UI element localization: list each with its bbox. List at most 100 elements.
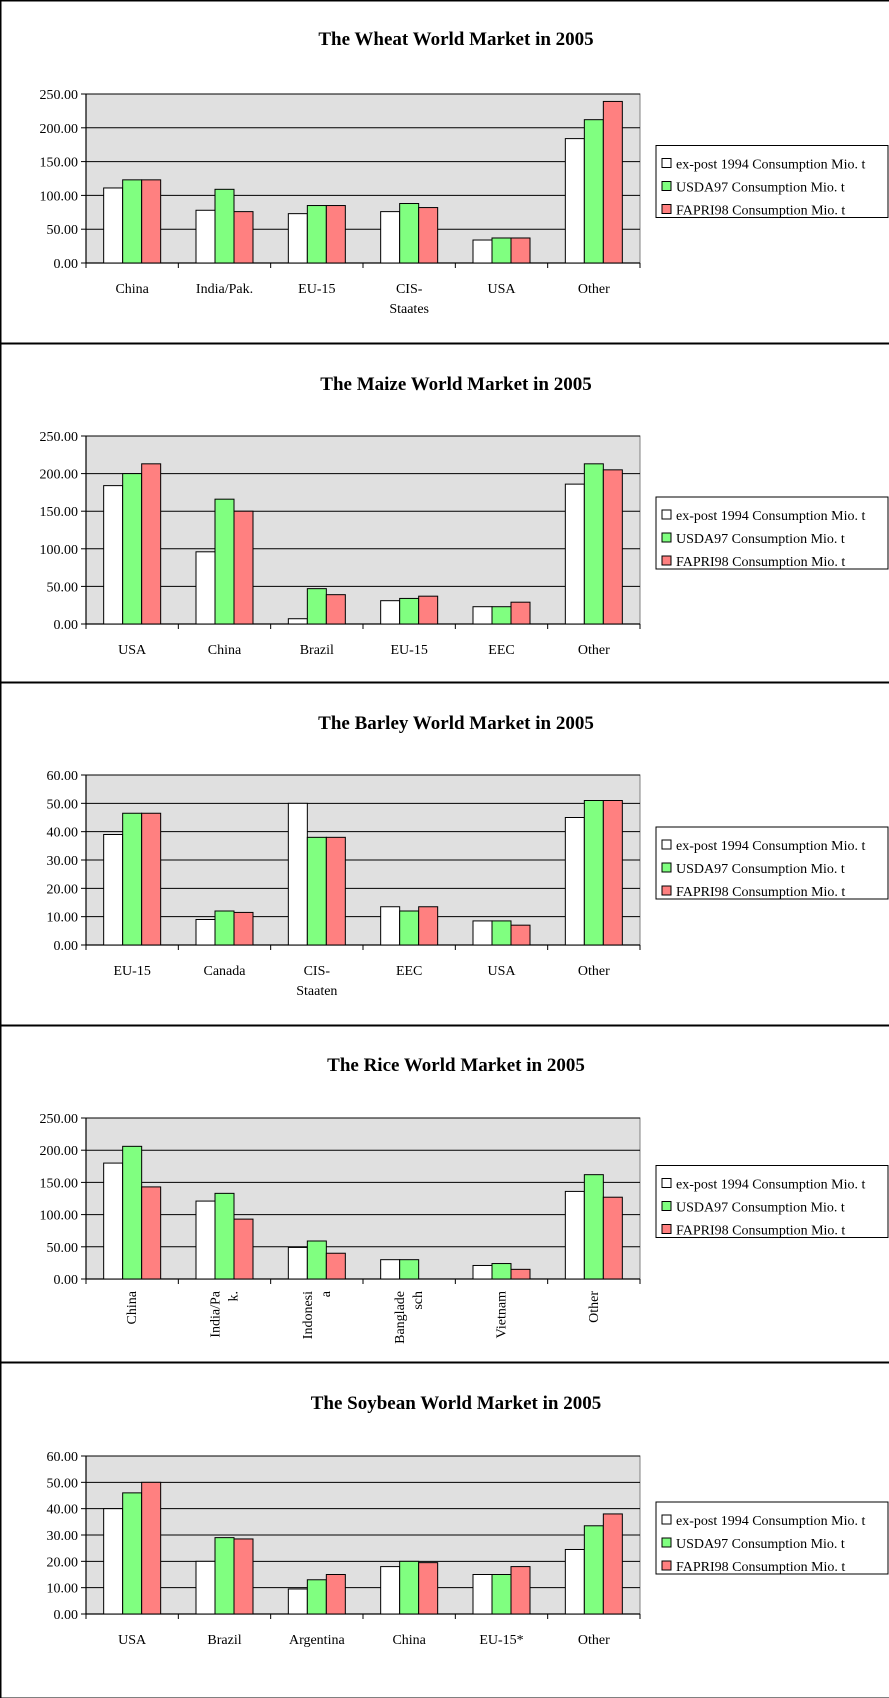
chart-title: The Rice World Market in 2005 — [327, 1055, 585, 1076]
bar — [399, 1259, 420, 1280]
bar — [287, 213, 308, 264]
bar — [103, 1162, 124, 1280]
legend-label: ex-post 1994 Consumption Mio. t — [676, 509, 866, 524]
y-tick-label: 250.00 — [40, 430, 79, 445]
bar — [287, 802, 308, 946]
bar — [564, 1190, 585, 1280]
bar — [306, 1579, 327, 1615]
legend-swatch — [661, 532, 672, 543]
category-label: EU-15 — [298, 282, 335, 297]
legend-label: ex-post 1994 Consumption Mio. t — [676, 1514, 866, 1529]
legend-label: FAPRI98 Consumption Mio. t — [676, 885, 845, 900]
panel-frame — [0, 1361, 889, 1698]
bar — [399, 203, 420, 264]
y-tick-label: 50.00 — [47, 1476, 79, 1491]
legend-label: USDA97 Consumption Mio. t — [676, 1201, 845, 1216]
bar — [141, 812, 162, 946]
bar — [306, 588, 327, 625]
y-tick-label: 0.00 — [54, 618, 79, 633]
legend-swatch — [661, 204, 672, 214]
y-tick-label: 40.00 — [47, 1503, 79, 1518]
bar — [418, 595, 439, 625]
bar — [583, 1525, 604, 1615]
legend-label: USDA97 Consumption Mio. t — [676, 862, 845, 877]
chart-panel: The Wheat World Market in 2005 0.00 50.00 1… — [0, 0, 889, 345]
bar — [380, 1566, 401, 1615]
category-label: EEC — [488, 643, 514, 658]
bar — [472, 1574, 493, 1615]
legend-label: USDA97 Consumption Mio. t — [676, 532, 845, 547]
y-tick-label: 200.00 — [40, 122, 79, 137]
category-label: Other — [578, 282, 610, 297]
category-label: EU-15* — [479, 1633, 523, 1648]
plot-area — [85, 1117, 641, 1280]
category-label: USA — [118, 643, 147, 658]
y-tick-label: 20.00 — [47, 1555, 79, 1570]
bar — [195, 919, 216, 946]
plot-area — [85, 435, 641, 625]
bar — [233, 211, 254, 264]
category-label: Canada — [204, 964, 247, 979]
bar — [214, 188, 235, 264]
legend-swatch — [661, 1514, 672, 1525]
legend-label: FAPRI98 Consumption Mio. t — [676, 1560, 845, 1575]
category-label: Indonesi a — [301, 1290, 334, 1339]
y-tick-label: 50.00 — [47, 1241, 79, 1256]
bar — [122, 1145, 143, 1280]
legend-swatch — [661, 1178, 672, 1188]
bar — [195, 551, 216, 625]
bar — [380, 906, 401, 946]
y-tick-label: 0.00 — [54, 1608, 79, 1623]
bar — [325, 1252, 346, 1280]
bar — [380, 1259, 401, 1280]
bar — [122, 812, 143, 946]
bar — [602, 800, 623, 946]
bar — [141, 463, 162, 625]
legend-label: FAPRI98 Consumption Mio. t — [676, 555, 845, 570]
bar — [510, 1566, 531, 1615]
y-tick-label: 10.00 — [47, 1582, 79, 1597]
bar — [418, 1562, 439, 1615]
legend-label: FAPRI98 Consumption Mio. t — [676, 1224, 845, 1239]
legend-label: USDA97 Consumption Mio. t — [676, 181, 845, 196]
legend — [655, 1165, 889, 1238]
bar — [325, 205, 346, 264]
bar — [287, 1246, 308, 1280]
category-label: Banglade sch — [393, 1291, 426, 1344]
bar — [510, 237, 531, 264]
bar — [195, 1200, 216, 1280]
y-tick-label: 0.00 — [54, 257, 79, 272]
bar — [122, 179, 143, 264]
legend-swatch — [661, 885, 672, 896]
legend — [655, 1501, 889, 1575]
legend — [655, 496, 889, 570]
legend-swatch — [661, 181, 672, 191]
y-tick-label: 20.00 — [47, 882, 79, 897]
legend — [655, 826, 889, 900]
category-label: India/Pak. — [196, 282, 253, 297]
bar — [399, 597, 420, 625]
bar — [325, 594, 346, 625]
legend-swatch — [661, 1201, 672, 1211]
legend — [655, 145, 889, 218]
bar — [399, 1560, 420, 1615]
bar — [491, 606, 512, 625]
category-label: China — [125, 1290, 140, 1324]
bar — [583, 463, 604, 625]
category-label: Other — [587, 1291, 602, 1323]
bar — [233, 911, 254, 946]
bar — [233, 510, 254, 625]
bar — [491, 237, 512, 264]
chart-title: The Maize World Market in 2005 — [320, 374, 591, 395]
bar — [195, 209, 216, 264]
bar — [380, 211, 401, 264]
legend-swatch — [661, 839, 672, 850]
plot-area — [85, 93, 641, 264]
bar — [103, 187, 124, 264]
y-tick-label: 0.00 — [54, 939, 79, 954]
chart-panel: The Rice World Market in 2005 0.00 50.00 10… — [0, 1024, 889, 1364]
bar — [491, 920, 512, 946]
bar — [583, 1174, 604, 1280]
chart-panel: The Maize World Market in 2005 0.00 50.00 1… — [0, 342, 889, 684]
